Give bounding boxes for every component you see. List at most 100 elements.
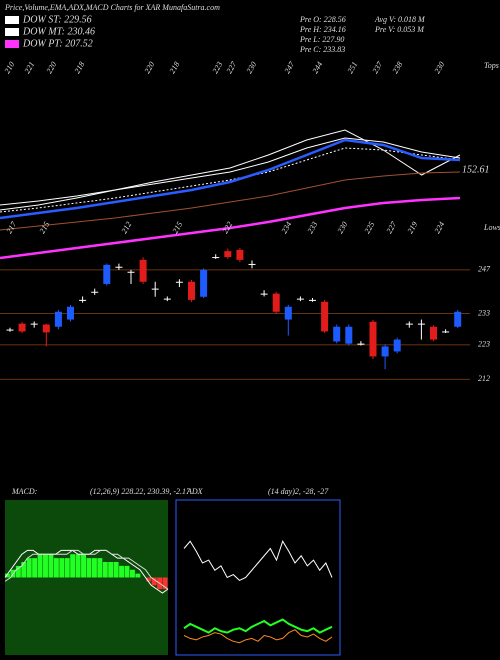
- top-label: 237: [371, 59, 385, 75]
- low-label: 230: [336, 220, 350, 235]
- low-label: 224: [433, 220, 447, 235]
- ema-line: [0, 171, 461, 231]
- top-label: 251: [346, 60, 360, 75]
- macd-bar: [119, 565, 125, 578]
- macd-subtitle: (12,26,9) 228.22, 230.39, -2.17: [90, 487, 191, 496]
- candle-body: [103, 264, 111, 284]
- candle-body: [309, 299, 316, 301]
- macd-bar: [64, 558, 70, 578]
- candle-body: [321, 301, 329, 332]
- candle-body: [79, 299, 87, 301]
- candle-body: [260, 293, 268, 295]
- candle-body: [405, 323, 413, 325]
- macd-line: [4, 549, 169, 590]
- macd-bar: [5, 573, 10, 578]
- candle-body: [248, 263, 256, 265]
- low-label: 215: [38, 220, 52, 235]
- top-label: 221: [23, 60, 37, 75]
- macd-bar: [70, 554, 76, 578]
- candle-body: [357, 343, 365, 345]
- candle-body: [333, 326, 341, 342]
- candle-body: [127, 271, 135, 273]
- candle-body: [54, 311, 62, 327]
- top-label: 238: [391, 60, 405, 75]
- macd-bar: [151, 577, 157, 586]
- candle-body: [139, 259, 147, 282]
- low-label: 222: [221, 220, 235, 235]
- legend-label: DOW PT: 207.52: [22, 38, 93, 49]
- candle-body: [296, 298, 304, 300]
- legend-label: DOW MT: 230.46: [22, 26, 95, 37]
- low-label: 227: [385, 219, 399, 235]
- macd-bar: [26, 558, 32, 578]
- candle-body: [163, 298, 171, 300]
- candle-body: [454, 311, 462, 327]
- adx-subtitle: (14 day)2, -28, -27: [268, 487, 329, 496]
- info: Pre H: 234.16: [299, 25, 346, 34]
- candle-body: [381, 346, 389, 357]
- macd-bar: [102, 562, 108, 578]
- top-label: 220: [143, 60, 157, 75]
- macd-bar: [86, 558, 92, 578]
- tops-label: Tops: [484, 61, 499, 70]
- adx-line: [183, 540, 333, 581]
- top-label: 244: [311, 60, 325, 75]
- top-label: 210: [3, 60, 17, 75]
- macd-bar: [59, 558, 65, 578]
- low-label: 215: [171, 220, 185, 235]
- info: Pre C: 233.83: [299, 45, 345, 54]
- ema-line: [0, 147, 461, 213]
- candle-body: [18, 323, 26, 332]
- candle-body: [6, 329, 14, 331]
- ema-line: [0, 129, 461, 211]
- candle-body: [115, 266, 123, 268]
- macd-bar: [146, 577, 152, 582]
- macd-bar: [97, 558, 103, 578]
- macd-bar: [91, 558, 97, 578]
- macd-bar: [32, 558, 38, 578]
- legend-swatch: [5, 28, 19, 36]
- macd-bar: [113, 562, 119, 578]
- macd-bar: [21, 562, 27, 578]
- info: Pre O: 228.56: [299, 15, 346, 24]
- legend-swatch: [5, 16, 19, 24]
- top-label: 223: [211, 60, 225, 75]
- adx-panel: [175, 499, 341, 656]
- top-label: 218: [73, 60, 87, 75]
- candle-body: [42, 324, 50, 333]
- candle-body: [224, 251, 232, 258]
- top-label: 218: [168, 60, 182, 75]
- adx-title: ADX: [186, 487, 204, 496]
- candle-body: [175, 281, 183, 283]
- candle-body: [345, 326, 353, 344]
- candle-body: [236, 249, 244, 260]
- candle-body: [369, 321, 377, 357]
- macd-bar: [124, 565, 130, 578]
- macd-bar: [129, 569, 135, 578]
- end-value: 152.61: [462, 164, 490, 175]
- candle-body: [284, 306, 292, 320]
- chart-title: Price,Volume,EMA,ADX,MACD Charts for XAR…: [4, 3, 220, 12]
- low-label: 233: [306, 220, 320, 235]
- adx-line: [183, 618, 333, 634]
- low-label: 225: [363, 220, 377, 235]
- candle-body: [67, 306, 74, 320]
- top-label: 230: [433, 60, 447, 75]
- candle-body: [30, 323, 38, 325]
- top-label: 230: [245, 60, 259, 75]
- macd-bar: [162, 577, 168, 590]
- macd-bar: [53, 558, 59, 578]
- macd-bar: [48, 554, 54, 578]
- macd-bar: [108, 562, 114, 578]
- candle-body: [91, 291, 99, 293]
- info: Avg V: 0.018 M: [374, 15, 426, 24]
- candle-body: [151, 288, 159, 290]
- macd-bar: [37, 554, 43, 578]
- info: Pre V: 0.053 M: [374, 25, 425, 34]
- low-label: 212: [120, 220, 134, 235]
- y-tick-label: 223: [478, 340, 490, 349]
- candle-body: [442, 331, 450, 333]
- top-label: 247: [283, 59, 297, 75]
- top-label: 227: [225, 59, 239, 75]
